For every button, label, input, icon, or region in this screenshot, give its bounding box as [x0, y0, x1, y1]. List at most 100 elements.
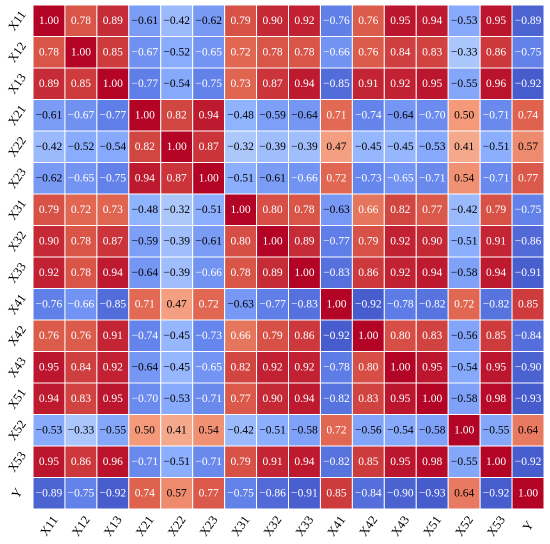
- cell-value-X11-X22: −0.42: [163, 15, 190, 27]
- heatmap-cell-X21-X51: [415, 99, 449, 132]
- cell-value-X13-Y: −0.92: [515, 78, 542, 90]
- heatmap-cell-X12-X31: [224, 36, 258, 69]
- cell-value-X11-X32: 0.90: [262, 15, 282, 27]
- heatmap-cell-X53-X32: [256, 445, 289, 478]
- cell-value-X41-X51: −0.82: [419, 298, 446, 310]
- x-tick-label-X53: X53: [484, 513, 508, 539]
- heatmap-cell-X13-X51: [415, 67, 449, 100]
- cell-value-X53-X22: −0.51: [163, 456, 190, 468]
- heatmap-cell-Y-X23: [192, 477, 226, 510]
- cell-value-X52-X42: −0.56: [355, 424, 382, 436]
- cell-value-X43-X43: 1.00: [390, 361, 410, 373]
- cell-value-X33-X23: −0.66: [195, 267, 222, 279]
- cell-value-X11-Y: −0.89: [515, 15, 542, 27]
- heatmap-cell-X52-X33: [288, 414, 321, 447]
- cell-value-X23-X53: −0.71: [483, 172, 510, 184]
- heatmap-cell-X51-X41: [319, 382, 353, 415]
- cell-value-X43-X12: 0.84: [71, 361, 91, 373]
- cell-value-X42-X21: −0.74: [131, 330, 158, 342]
- heatmap-cell-X12-X13: [96, 36, 130, 69]
- cell-value-X11-X11: 1.00: [39, 15, 59, 27]
- heatmap-cell-Y-X41: [319, 477, 353, 510]
- cell-value-X51-Y: −0.93: [515, 393, 542, 405]
- heatmap-cell-X52-X23: [192, 414, 226, 447]
- heatmap-cell-X51-X31: [224, 382, 258, 415]
- cell-value-X11-X13: 0.89: [103, 15, 123, 27]
- heatmap-cell-X23-X31: [224, 162, 258, 195]
- heatmap-cell-X52-X32: [256, 414, 289, 447]
- cell-value-Y-X53: −0.92: [483, 487, 510, 499]
- cell-value-X12-X53: 0.86: [486, 46, 506, 58]
- cell-value-X53-X42: 0.85: [358, 456, 378, 468]
- x-tick-label-X33: X33: [293, 513, 317, 539]
- cell-value-X41-X32: −0.77: [259, 298, 286, 310]
- cell-value-Y-X41: 0.85: [326, 487, 346, 499]
- heatmap-cell-X11-X23: [192, 4, 226, 37]
- cell-value-X33-X41: −0.83: [323, 267, 350, 279]
- cell-value-X32-X22: −0.39: [163, 235, 190, 247]
- heatmap-cell-X32-X13: [96, 225, 130, 258]
- cell-value-X52-X53: −0.55: [483, 424, 510, 436]
- cell-value-X53-X21: −0.71: [131, 456, 158, 468]
- cell-value-X52-X12: −0.33: [68, 424, 95, 436]
- cell-value-X11-X41: −0.76: [323, 15, 350, 27]
- cell-value-X12-X52: −0.33: [451, 46, 478, 58]
- heatmap-cell-X23-X33: [288, 162, 321, 195]
- cell-value-X13-X11: 0.89: [39, 78, 59, 90]
- heatmap-cell-X41-X51: [415, 288, 449, 321]
- cell-value-X42-X51: 0.83: [422, 330, 442, 342]
- heatmap-cell-X22-X21: [128, 130, 162, 163]
- x-tick-label-X13: X13: [101, 513, 125, 539]
- cell-value-Y-X43: −0.90: [387, 487, 414, 499]
- heatmap-cell-Y-X42: [351, 477, 385, 510]
- cell-value-X52-X21: 0.50: [135, 424, 155, 436]
- cell-value-X43-X13: 0.92: [103, 361, 123, 373]
- cell-value-X33-X42: 0.86: [358, 267, 378, 279]
- heatmap-cell-X51-X11: [32, 382, 66, 415]
- cell-value-X21-X12: −0.67: [68, 109, 95, 121]
- cell-value-X31-X13: 0.73: [103, 204, 123, 216]
- cell-value-X22-X21: 0.82: [135, 141, 155, 153]
- cell-value-Y-X12: −0.75: [68, 487, 95, 499]
- cell-value-X43-X23: −0.65: [195, 361, 222, 373]
- heatmap-cell-X12-X42: [351, 36, 385, 69]
- cell-value-X51-X12: 0.83: [71, 393, 91, 405]
- heatmap-cell-X23-X22: [160, 162, 194, 195]
- heatmap-cell-X33-X11: [32, 256, 66, 289]
- cell-value-Y-X32: −0.86: [259, 487, 286, 499]
- cell-value-X22-X32: −0.39: [259, 141, 286, 153]
- cell-value-X51-X33: 0.94: [294, 393, 314, 405]
- cell-value-X33-X22: −0.39: [163, 267, 190, 279]
- cell-value-X33-X52: −0.58: [451, 267, 478, 279]
- heatmap-cell-X51-X52: [447, 382, 481, 415]
- x-tick-label-X32: X32: [261, 513, 285, 539]
- cell-value-X22-X22: 1.00: [167, 141, 187, 153]
- heatmap-cell-X31-X33: [288, 193, 321, 226]
- cell-value-X52-X32: −0.51: [259, 424, 286, 436]
- cell-value-X13-X21: −0.77: [131, 78, 158, 90]
- cell-value-X32-X52: −0.51: [451, 235, 478, 247]
- cell-value-X42-X52: −0.56: [451, 330, 478, 342]
- heatmap-cell-X12-X51: [415, 36, 449, 69]
- heatmap-cell-X23-X12: [64, 162, 98, 195]
- heatmap-cell-X32-X33: [288, 225, 321, 258]
- cell-value-X13-X33: 0.94: [294, 78, 314, 90]
- cell-value-X21-X41: 0.71: [326, 109, 346, 121]
- cell-value-X43-X52: −0.54: [451, 361, 478, 373]
- cell-value-X21-X32: −0.59: [259, 109, 286, 121]
- heatmap-cell-X22-X22: [160, 130, 194, 163]
- cell-value-Y-Y: 1.00: [518, 487, 538, 499]
- cell-value-X22-X12: −0.52: [68, 141, 95, 153]
- heatmap-cell-X53-X42: [351, 445, 385, 478]
- cell-value-X23-X31: −0.51: [227, 172, 254, 184]
- cell-value-X52-X33: −0.58: [291, 424, 318, 436]
- cell-value-X43-Y: −0.90: [515, 361, 542, 373]
- heatmap-cell-X33-X42: [351, 256, 385, 289]
- cell-value-X43-X33: 0.92: [294, 361, 314, 373]
- cell-value-X13-X52: −0.55: [451, 78, 478, 90]
- cell-value-X22-X13: −0.54: [100, 141, 127, 153]
- heatmap-cell-X51-X12: [64, 382, 98, 415]
- cell-value-X31-X43: 0.82: [390, 204, 410, 216]
- heatmap-cell-X22-X52: [447, 130, 481, 163]
- cell-value-X31-X42: 0.66: [358, 204, 378, 216]
